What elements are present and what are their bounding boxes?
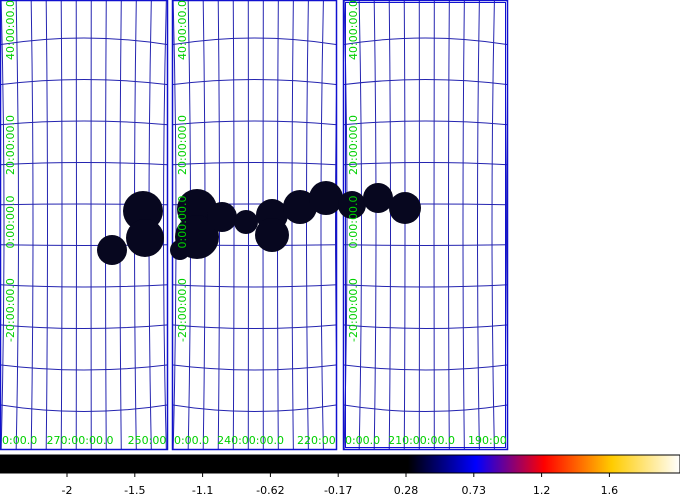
grid-line: [343, 404, 508, 412]
grid-line: [15, 0, 19, 450]
grid-line: [491, 0, 495, 450]
grid-line: [335, 39, 337, 411]
grid-line: [172, 0, 177, 450]
dec-label: 0:00:00.0: [4, 196, 17, 249]
source-blob: [283, 190, 317, 224]
grid-line: [343, 37, 508, 46]
grid-line: [0, 162, 168, 166]
grid-line: [45, 0, 48, 450]
colorbar-label: 0.28: [394, 484, 419, 497]
grid-line: [172, 162, 337, 166]
colorbar-label: -1.5: [124, 484, 145, 497]
grid-line: [0, 120, 168, 126]
ra-label: 240:00:00.0: [217, 434, 284, 447]
colorbar-label: -0.62: [256, 484, 284, 497]
source-blob: [207, 202, 237, 232]
ra-label: 190:00: [468, 434, 507, 447]
dec-label: 0:00:00.0: [176, 196, 189, 249]
grid-line: [448, 0, 450, 450]
colorbar-label: -0.17: [324, 484, 352, 497]
grid-line: [172, 364, 337, 371]
dec-label: 20:00:00.0: [176, 115, 189, 175]
grid-line: [358, 0, 362, 450]
grid-line: [343, 162, 508, 166]
colorbar-label: 1.6: [601, 484, 619, 497]
source-blob: [389, 192, 421, 224]
grid-line: [306, 0, 309, 450]
dec-label: -20:00:00.0: [4, 278, 17, 342]
grid-line: [291, 0, 294, 450]
ra-label: 0:00.0: [174, 434, 209, 447]
grid-line: [462, 0, 465, 450]
colorbar-label: 1.2: [533, 484, 551, 497]
grid-line: [343, 284, 508, 288]
colorbar-label: -2: [62, 484, 73, 497]
dec-label: 20:00:00.0: [4, 115, 17, 175]
grid-line: [172, 324, 337, 329]
grid-line: [0, 0, 5, 450]
frame-border: [0, 0, 169, 451]
colorbar-ticks: -2 -1.5 -1.1 -0.62 -0.17 0.28 0.73 1.2 1.6: [62, 473, 619, 497]
ra-label: 0:00.0: [345, 434, 380, 447]
frame-selected: [345, 2, 506, 448]
frame-border: [342, 0, 509, 451]
source-blob: [175, 215, 219, 259]
labels: 40:00:00.0 20:00:00.0 0:00:00.0 -20:00:00.0…: [2, 0, 507, 447]
ra-label: 250:00: [128, 434, 167, 447]
grid-line: [172, 37, 337, 46]
source-blob: [97, 235, 127, 265]
dec-label: 40:00:00.0: [347, 0, 360, 60]
colorbar-label: 0.73: [462, 484, 487, 497]
dec-label: -20:00:00.0: [347, 278, 360, 342]
ra-label: 270:00:00.0: [47, 434, 114, 447]
source-blob: [126, 219, 164, 257]
dec-label: 0:00:00.0: [347, 196, 360, 249]
dec-label: 20:00:00.0: [347, 115, 360, 175]
colorbar-label: -1.1: [192, 484, 213, 497]
grid-line: [172, 404, 337, 412]
grid-line: [30, 0, 34, 450]
grid-line: [0, 404, 168, 412]
source-blob: [255, 218, 289, 252]
source-blob: [338, 191, 366, 219]
grid-line: [320, 0, 324, 450]
grid-line: [343, 324, 508, 329]
grid-line: [343, 79, 508, 86]
source-blob: [363, 183, 393, 213]
grid-line: [0, 324, 168, 329]
grid-line: [0, 284, 168, 288]
sources: [97, 181, 421, 265]
grid-line: [477, 0, 480, 450]
colorbar: [0, 454, 680, 474]
grid-line: [172, 79, 337, 86]
grid-line: [0, 364, 168, 371]
ra-label: 0:00.0: [2, 434, 37, 447]
grid-line: [172, 284, 337, 288]
grid-line: [373, 0, 377, 450]
source-blob: [234, 210, 258, 234]
frame-border: [171, 0, 338, 451]
grid-line: [119, 0, 122, 450]
ra-label: 210:00:00.0: [388, 434, 455, 447]
grid-line: [0, 79, 168, 86]
dec-label: -20:00:00.0: [176, 278, 189, 342]
frame-grid: [0, 0, 168, 450]
grid-line: [343, 364, 508, 371]
grid-line: [172, 120, 337, 126]
grid-line: [0, 37, 168, 46]
dec-label: 40:00:00.0: [176, 0, 189, 60]
dec-label: 40:00:00.0: [4, 0, 17, 60]
grid-line: [105, 0, 107, 450]
source-blob: [309, 181, 343, 215]
ra-label: 220:00: [297, 434, 336, 447]
grid-line: [163, 0, 167, 450]
grid-line: [506, 39, 508, 411]
grid-line: [60, 0, 63, 450]
grid-line: [343, 120, 508, 126]
grid-line: [403, 0, 406, 450]
grid-line: [388, 0, 391, 450]
grid-line: [343, 244, 508, 246]
